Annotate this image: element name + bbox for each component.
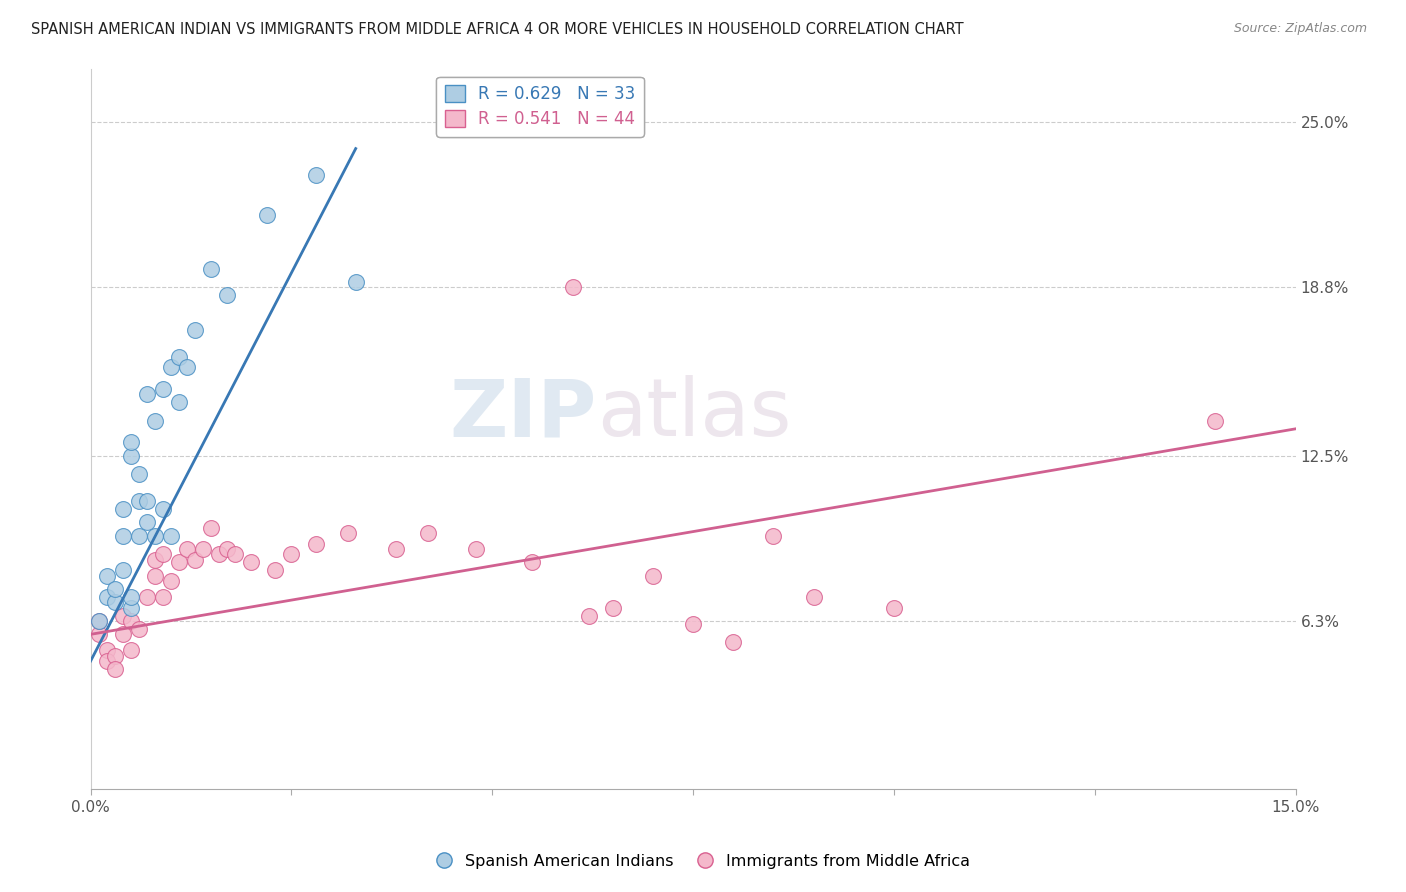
Point [143,552,166,566]
Text: Source: ZipAtlas.com: Source: ZipAtlas.com [1233,22,1367,36]
Point [87,614,110,628]
Legend: Spanish American Indians, Immigrants from Middle Africa: Spanish American Indians, Immigrants fro… [430,847,976,875]
Point [167,350,190,364]
Point [96,643,118,657]
Point [280,547,302,561]
Point [602,600,624,615]
Point [128,622,150,636]
Point [240,555,263,569]
Point [385,541,408,556]
Point [224,547,246,561]
Point [176,541,198,556]
Point [135,387,157,401]
Point [883,600,905,615]
Point [96,654,118,668]
Y-axis label: 4 or more Vehicles in Household: 4 or more Vehicles in Household [0,305,7,552]
Point [128,467,150,482]
Point [264,563,287,577]
Point [143,414,166,428]
Point [336,525,359,540]
Point [104,582,127,596]
Point [87,614,110,628]
Point [143,528,166,542]
Point [120,435,142,450]
Point [135,494,157,508]
Point [803,590,825,604]
Point [200,520,222,534]
Point [578,608,600,623]
Point [762,528,785,542]
Point [111,502,134,516]
Point [96,590,118,604]
Point [96,568,118,582]
Point [160,360,183,375]
Point [111,528,134,542]
Point [104,662,127,676]
Point [135,590,157,604]
Point [416,525,439,540]
Point [120,643,142,657]
Point [217,541,239,556]
Point [167,555,190,569]
Point [152,382,174,396]
Point [682,616,704,631]
Text: ZIP: ZIP [450,376,596,453]
Point [104,595,127,609]
Legend: R = 0.629   N = 33, R = 0.541   N = 44: R = 0.629 N = 33, R = 0.541 N = 44 [436,77,644,136]
Point [256,208,278,222]
Point [135,515,157,529]
Point [120,600,142,615]
Point [723,635,745,649]
Point [128,528,150,542]
Point [167,395,190,409]
Point [304,169,326,183]
Point [104,648,127,663]
Point [128,494,150,508]
Point [184,323,207,337]
Point [522,555,544,569]
Point [143,568,166,582]
Point [344,275,367,289]
Point [120,590,142,604]
Point [184,552,207,566]
Point [160,528,183,542]
Point [111,627,134,641]
Point [200,261,222,276]
Point [120,614,142,628]
Point [641,568,664,582]
Point [152,590,174,604]
Point [217,288,239,302]
Text: atlas: atlas [596,376,792,453]
Point [304,536,326,550]
Point [465,541,488,556]
Point [1204,414,1226,428]
Point [152,547,174,561]
Point [191,541,214,556]
Point [208,547,231,561]
Point [561,280,583,294]
Point [111,608,134,623]
Text: SPANISH AMERICAN INDIAN VS IMMIGRANTS FROM MIDDLE AFRICA 4 OR MORE VEHICLES IN H: SPANISH AMERICAN INDIAN VS IMMIGRANTS FR… [31,22,963,37]
Point [111,563,134,577]
Point [120,449,142,463]
Point [152,502,174,516]
Point [87,627,110,641]
Point [176,360,198,375]
Point [160,574,183,588]
